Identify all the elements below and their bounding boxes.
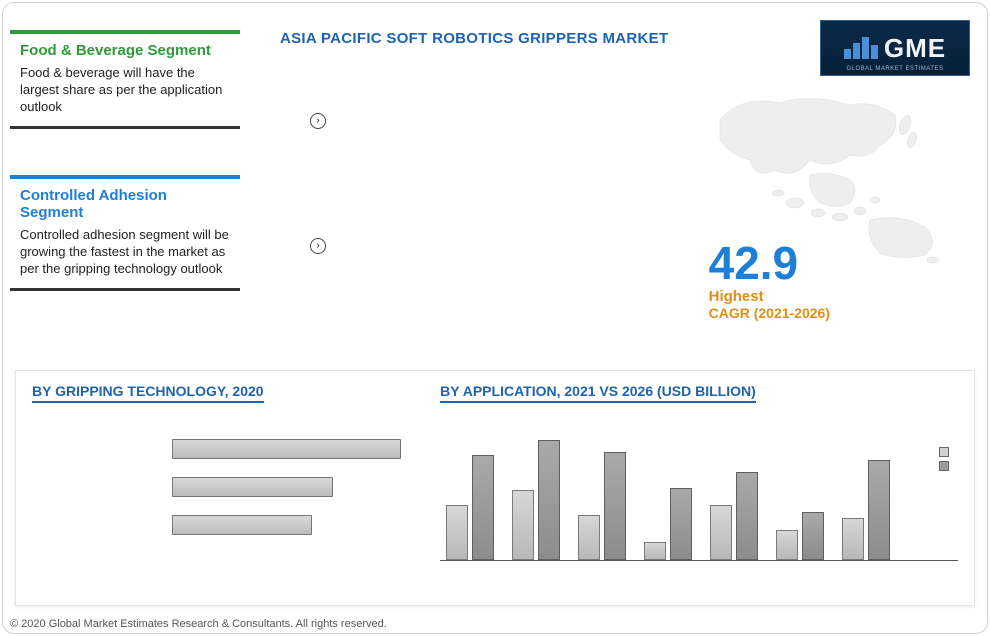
legend-swatch	[939, 447, 949, 457]
segment-body: Controlled adhesion segment will be grow…	[20, 227, 230, 278]
logo-subtext: GLOBAL MARKET ESTIMATES	[821, 66, 969, 72]
bullet-item: ›	[310, 235, 334, 254]
cagr-period-label: CAGR (2021-2026)	[709, 305, 830, 321]
hbar	[172, 439, 401, 459]
page-title: ASIA PACIFIC SOFT ROBOTICS GRIPPERS MARK…	[280, 30, 668, 47]
gme-logo: GME GLOBAL MARKET ESTIMATES	[820, 20, 970, 76]
segment-card-controlled-adhesion: Controlled Adhesion Segment Controlled a…	[10, 175, 240, 291]
hbar-chart-title: BY GRIPPING TECHNOLOGY, 2020	[32, 383, 264, 403]
vbar-2021	[578, 515, 600, 560]
vbar-chart: BY APPLICATION, 2021 VS 2026 (USD BILLIO…	[430, 383, 958, 597]
legend-item	[939, 447, 954, 457]
vbar-2021	[710, 505, 732, 560]
vbar-2021	[644, 542, 666, 560]
hbar-row	[32, 515, 420, 535]
vbar-2026	[868, 460, 890, 560]
legend-item	[939, 461, 954, 471]
chevron-right-icon: ›	[310, 238, 326, 254]
charts-card: BY GRIPPING TECHNOLOGY, 2020 BY APPLICAT…	[15, 370, 975, 606]
vbar-legend	[939, 443, 954, 475]
cagr-highest-label: Highest	[709, 288, 830, 305]
logo-text: GME	[884, 33, 946, 64]
vbar-2026	[472, 455, 494, 560]
segment-title: Controlled Adhesion Segment	[20, 187, 230, 221]
hbar-chart: BY GRIPPING TECHNOLOGY, 2020	[32, 383, 430, 597]
top-region: Food & Beverage Segment Food & beverage …	[10, 10, 980, 360]
hbar-row	[32, 477, 420, 497]
vbar-group	[776, 512, 824, 560]
vbar-group	[710, 472, 758, 560]
vbar-2026	[670, 488, 692, 560]
hbar	[172, 477, 333, 497]
segment-card-food-beverage: Food & Beverage Segment Food & beverage …	[10, 30, 240, 129]
cagr-block: 42.9 Highest CAGR (2021-2026)	[709, 240, 830, 321]
vbar-2021	[512, 490, 534, 560]
vbar-group	[446, 455, 494, 560]
hbar-row	[32, 439, 420, 459]
bullet-item: ›	[310, 110, 334, 129]
vbar-2021	[842, 518, 864, 560]
vbar-2026	[604, 452, 626, 560]
cagr-value: 42.9	[709, 240, 830, 286]
vbar-group	[578, 452, 626, 560]
copyright-text: © 2020 Global Market Estimates Research …	[10, 618, 387, 630]
vbar-group	[644, 488, 692, 560]
chevron-right-icon: ›	[310, 113, 326, 129]
vbar-group	[842, 460, 890, 560]
hbar	[172, 515, 312, 535]
vbar-2021	[776, 530, 798, 560]
legend-swatch	[939, 461, 949, 471]
logo-bars-icon	[844, 37, 878, 59]
segment-title: Food & Beverage Segment	[20, 42, 230, 59]
vbar-2026	[538, 440, 560, 560]
vbar-2026	[736, 472, 758, 560]
vbar-group	[512, 440, 560, 560]
segment-body: Food & beverage will have the largest sh…	[20, 65, 230, 116]
vbar-2021	[446, 505, 468, 560]
vbar-2026	[802, 512, 824, 560]
vbar-chart-title: BY APPLICATION, 2021 VS 2026 (USD BILLIO…	[440, 383, 756, 403]
